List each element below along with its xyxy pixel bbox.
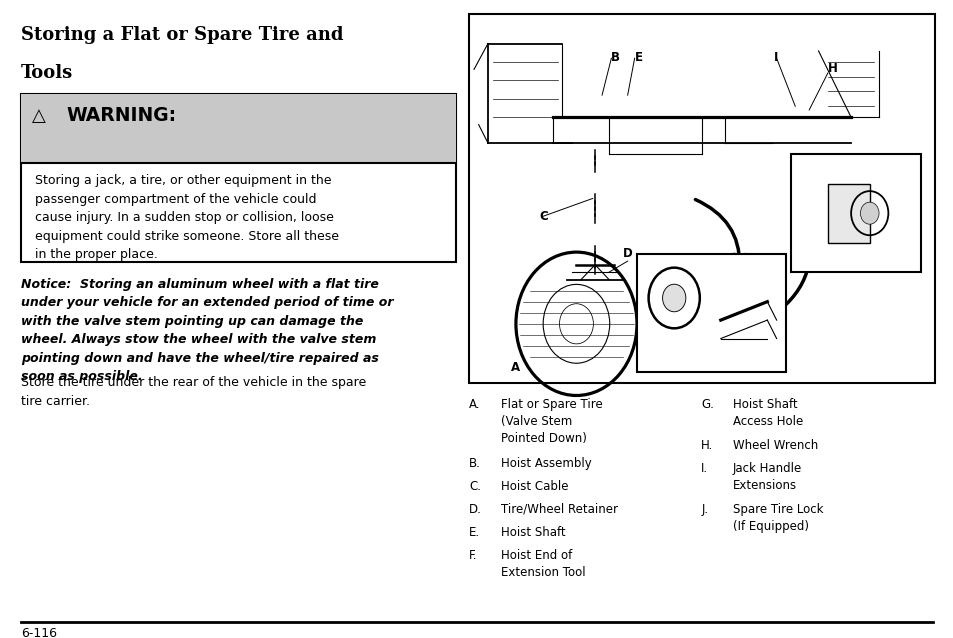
Text: 6-116: 6-116 [21, 627, 57, 638]
Ellipse shape [860, 202, 878, 224]
Text: G.: G. [700, 398, 713, 411]
Text: Tire/Wheel Retainer: Tire/Wheel Retainer [500, 503, 618, 516]
Text: Flat or Spare Tire
(Valve Stem
Pointed Down): Flat or Spare Tire (Valve Stem Pointed D… [500, 398, 602, 445]
Text: Tools: Tools [21, 64, 73, 82]
Bar [21, 94, 456, 163]
Bar [827, 184, 869, 242]
Bar [637, 254, 785, 372]
Text: H.: H. [700, 439, 713, 452]
Text: I: I [774, 51, 778, 64]
Ellipse shape [662, 284, 685, 312]
Text: Wheel Wrench: Wheel Wrench [732, 439, 817, 452]
Text: J.: J. [700, 503, 707, 516]
Text: Hoist Cable: Hoist Cable [500, 480, 568, 493]
Text: A.: A. [469, 398, 480, 411]
Text: Hoist End of
Extension Tool: Hoist End of Extension Tool [500, 549, 585, 579]
Text: Jack Handle
Extensions: Jack Handle Extensions [732, 462, 801, 492]
Bar [21, 94, 456, 262]
Text: Storing a jack, a tire, or other equipment in the
passenger compartment of the v: Storing a jack, a tire, or other equipme… [35, 174, 339, 261]
Bar [469, 14, 934, 383]
Text: C.: C. [469, 480, 481, 493]
Text: H: H [827, 62, 837, 75]
Text: Store the tire under the rear of the vehicle in the spare
tire carrier.: Store the tire under the rear of the veh… [21, 376, 366, 408]
Text: B: B [611, 51, 619, 64]
Text: WARNING:: WARNING: [67, 106, 176, 125]
Text: E: E [634, 51, 642, 64]
Text: F: F [743, 339, 751, 352]
Bar [790, 154, 920, 272]
Text: D: D [622, 248, 632, 260]
Text: Hoist Assembly: Hoist Assembly [500, 457, 591, 470]
Text: Hoist Shaft: Hoist Shaft [500, 526, 565, 538]
Text: E.: E. [469, 526, 480, 538]
Text: A: A [511, 360, 519, 374]
Text: F.: F. [469, 549, 477, 561]
Text: Notice:  Storing an aluminum wheel with a flat tire
under your vehicle for an ex: Notice: Storing an aluminum wheel with a… [21, 278, 393, 383]
Text: Spare Tire Lock
(If Equipped): Spare Tire Lock (If Equipped) [732, 503, 822, 533]
Text: B.: B. [469, 457, 480, 470]
Text: J: J [897, 161, 902, 175]
Text: △: △ [32, 107, 47, 125]
Text: C: C [538, 211, 547, 223]
Text: Hoist Shaft
Access Hole: Hoist Shaft Access Hole [732, 398, 802, 428]
Text: D.: D. [469, 503, 481, 516]
Text: G: G [724, 261, 735, 274]
Text: I.: I. [700, 462, 707, 475]
Text: Storing a Flat or Spare Tire and: Storing a Flat or Spare Tire and [21, 26, 343, 43]
